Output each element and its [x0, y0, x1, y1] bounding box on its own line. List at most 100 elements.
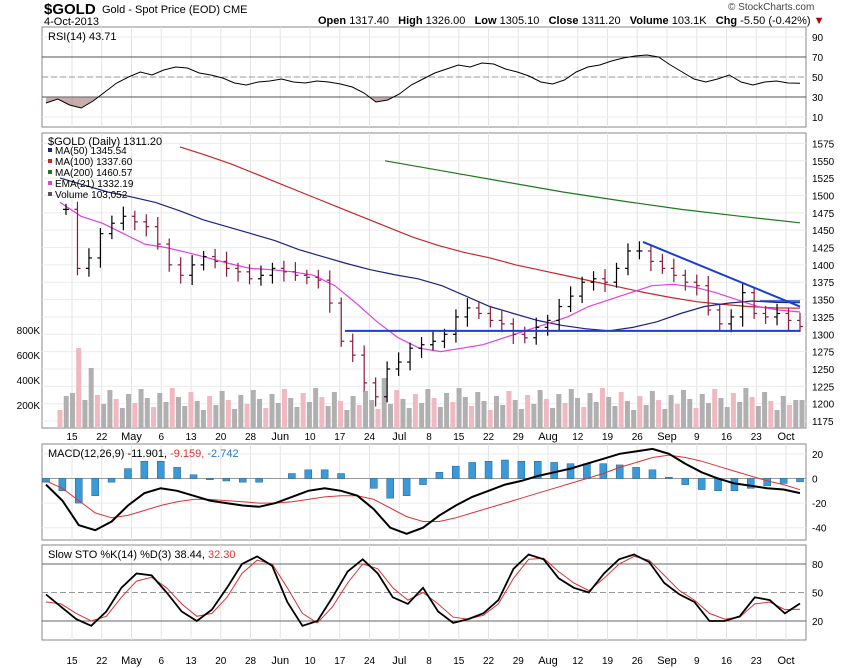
legend-swatch	[48, 148, 52, 152]
x-tick-label: 10	[304, 432, 316, 443]
x-tick-label-bottom: 20	[215, 656, 227, 667]
low-label: Low	[474, 15, 497, 27]
open-value: 1317.40	[349, 15, 389, 27]
macd-histogram-bar	[697, 478, 706, 490]
volume-bar	[518, 409, 524, 428]
volume-bar	[306, 402, 312, 428]
volume-bar	[730, 393, 736, 428]
volume-bar	[749, 397, 755, 428]
macd-histogram-bar	[58, 478, 67, 492]
sto-k-line	[45, 553, 801, 627]
volume-bar	[175, 397, 181, 428]
volume-bar	[525, 395, 531, 428]
volume-bar	[375, 409, 381, 428]
volume-bar	[281, 389, 287, 428]
volume-bar	[755, 406, 761, 428]
price-y-tick: 1350	[812, 296, 835, 307]
sto-y-tick: 80	[812, 560, 824, 571]
macd-histogram-bar	[599, 463, 608, 479]
volume-bar	[119, 408, 125, 428]
volume-y-tick: 400K	[17, 376, 41, 387]
volume-bar	[699, 394, 705, 428]
volume-y-tick: 800K	[17, 326, 41, 337]
x-tick-label: 13	[185, 432, 197, 443]
x-tick-label: May	[121, 431, 142, 443]
volume-bar	[799, 400, 805, 428]
volume-bar	[674, 404, 680, 428]
volume-bar	[450, 402, 456, 428]
macd-y-tick: -20	[812, 499, 827, 510]
volume-bar	[207, 396, 213, 428]
volume-bar	[500, 405, 506, 428]
price-y-tick: 1575	[812, 139, 835, 150]
price-y-tick: 1425	[812, 244, 835, 255]
price-y-tick: 1300	[812, 330, 835, 341]
volume-bar	[568, 389, 574, 428]
x-tick-label-bottom: Jul	[392, 655, 406, 667]
x-tick-label: 6	[158, 432, 164, 443]
copyright: © StockCharts.com	[728, 2, 815, 13]
volume-bar	[113, 399, 119, 428]
macd-histogram-bar	[42, 478, 50, 483]
volume-bar	[712, 389, 718, 428]
volume-bar	[493, 396, 499, 428]
x-tick-label: 26	[632, 432, 644, 443]
volume-bar	[431, 398, 437, 428]
volume-bar	[687, 399, 693, 428]
x-tick-label-bottom: Jun	[271, 655, 289, 667]
volume-bar	[263, 408, 269, 428]
volume-bar	[213, 405, 219, 428]
symbol-description: Gold - Spot Price (EOD) CME	[102, 4, 248, 16]
macd-histogram-bar	[402, 478, 411, 496]
volume-bar	[288, 398, 294, 428]
ma50-line	[59, 177, 801, 332]
macd-histogram-bar	[484, 460, 493, 479]
x-tick-label-bottom: 17	[334, 656, 346, 667]
volume-bar	[599, 388, 605, 428]
volume-bar	[537, 390, 543, 428]
volume-bar	[575, 398, 581, 428]
volume-bar	[419, 403, 425, 428]
x-tick-label: 19	[602, 432, 614, 443]
volume-bar	[512, 400, 518, 428]
macd-histogram-bar	[140, 460, 149, 479]
macd-histogram-bar	[681, 478, 690, 485]
legend-entry: Volume 103,052	[55, 190, 128, 201]
x-tick-label: 12	[572, 432, 584, 443]
x-tick-label-bottom: 19	[602, 656, 614, 667]
macd-signal-line	[45, 454, 801, 522]
volume-bar	[643, 405, 649, 428]
rsi-y-tick: 30	[812, 93, 824, 104]
macd-histogram-bar	[714, 478, 722, 492]
volume-bar	[163, 402, 169, 428]
x-tick-label-bottom: 15	[453, 656, 465, 667]
macd-signal-value: -9.159,	[170, 448, 207, 460]
x-tick-label: 29	[513, 432, 525, 443]
volume-bar	[637, 396, 643, 428]
volume-bar	[649, 391, 655, 428]
rsi-y-tick: 70	[812, 53, 824, 64]
x-tick-label-bottom: Oct	[777, 655, 794, 667]
macd-y-tick: -40	[812, 524, 827, 535]
volume-bar	[319, 397, 325, 428]
macd-line	[45, 447, 801, 535]
volume-bar	[612, 406, 618, 428]
legend-swatch	[48, 159, 52, 163]
price-y-tick: 1250	[812, 365, 835, 376]
x-tick-label-bottom: 24	[364, 656, 376, 667]
macd-histogram-bar	[222, 478, 231, 482]
volume-bar	[718, 398, 724, 428]
description-text: Gold - Spot Price (EOD)	[102, 4, 220, 16]
price-y-tick: 1450	[812, 226, 835, 237]
x-tick-label: 22	[483, 432, 495, 443]
macd-histogram-bar	[452, 465, 460, 479]
volume-bar	[219, 391, 225, 428]
volume-bar	[774, 410, 780, 428]
volume-bar	[762, 392, 768, 428]
volume-bar	[462, 397, 468, 428]
volume-bar	[313, 388, 319, 428]
sto-y-tick: 20	[812, 617, 824, 628]
macd-hist-value: -2.742	[207, 448, 238, 460]
volume-bar	[606, 397, 612, 428]
